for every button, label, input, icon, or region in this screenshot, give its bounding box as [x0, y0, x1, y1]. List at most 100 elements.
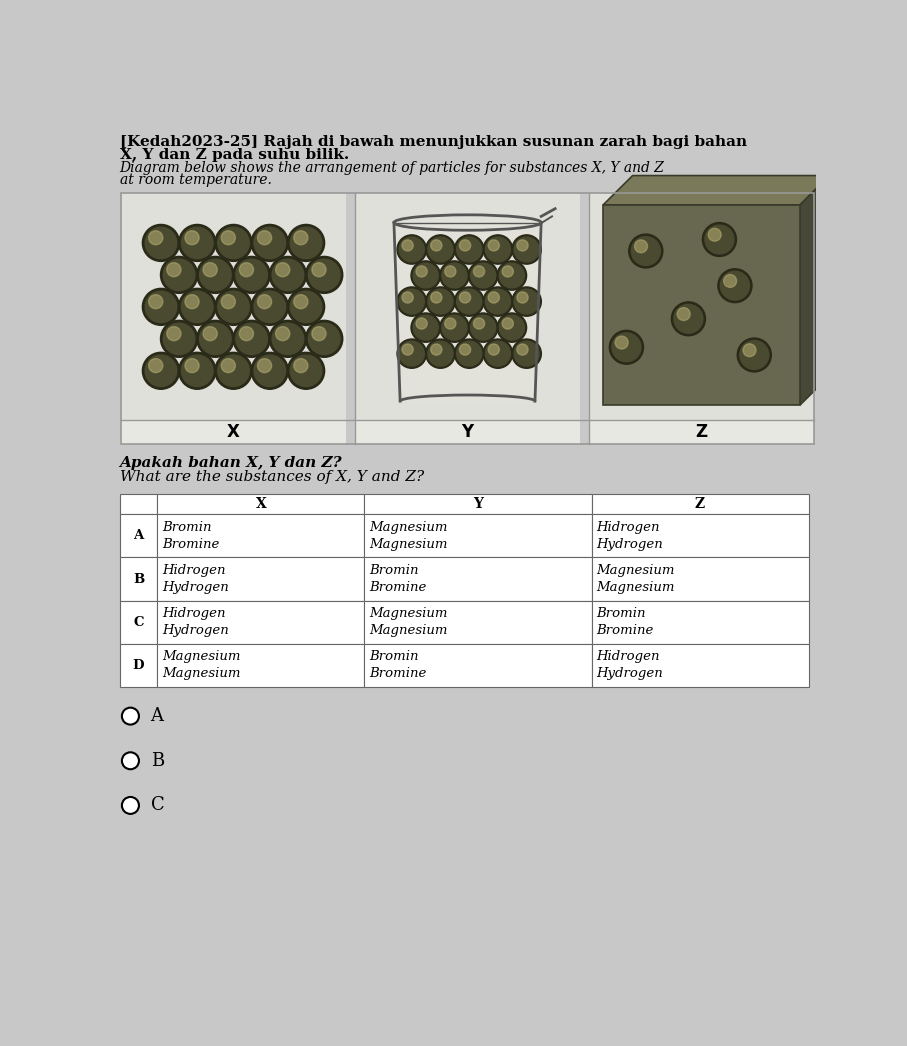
Text: Bromin
Bromine: Bromin Bromine: [596, 607, 654, 637]
Circle shape: [428, 237, 453, 262]
Circle shape: [276, 326, 289, 341]
Circle shape: [221, 359, 235, 372]
Circle shape: [308, 259, 340, 291]
Circle shape: [517, 240, 528, 251]
Text: A: A: [151, 707, 163, 725]
Bar: [122, 194, 346, 420]
Circle shape: [215, 225, 252, 262]
Polygon shape: [394, 221, 541, 402]
Circle shape: [276, 263, 289, 277]
Circle shape: [294, 295, 307, 309]
Bar: [158, 515, 365, 558]
Circle shape: [497, 260, 527, 290]
Text: Apakah bahan X, Y dan Z?: Apakah bahan X, Y dan Z?: [120, 456, 342, 470]
Circle shape: [269, 320, 307, 358]
Text: Hidrogen
Hydrogen: Hidrogen Hydrogen: [596, 521, 663, 551]
Circle shape: [416, 266, 427, 277]
Bar: [591, 515, 808, 558]
Circle shape: [312, 326, 326, 341]
Circle shape: [442, 264, 467, 288]
Circle shape: [218, 227, 249, 258]
Circle shape: [145, 291, 177, 322]
Circle shape: [425, 235, 455, 265]
Polygon shape: [603, 205, 800, 405]
Circle shape: [163, 259, 195, 291]
Text: Magnesium
Magnesium: Magnesium Magnesium: [369, 607, 447, 637]
Circle shape: [258, 359, 271, 372]
Text: B: B: [151, 752, 164, 770]
Circle shape: [514, 341, 539, 366]
Circle shape: [629, 234, 663, 268]
Circle shape: [454, 235, 484, 265]
Circle shape: [514, 237, 539, 262]
Circle shape: [215, 289, 252, 325]
Circle shape: [251, 353, 288, 389]
Circle shape: [460, 292, 471, 303]
Text: Magnesium
Magnesium: Magnesium Magnesium: [369, 521, 447, 551]
Circle shape: [239, 263, 253, 277]
Bar: [120, 515, 158, 558]
Circle shape: [411, 260, 441, 290]
Circle shape: [428, 341, 453, 366]
Bar: [591, 495, 808, 515]
Circle shape: [512, 339, 541, 368]
Bar: [365, 558, 591, 600]
Circle shape: [635, 240, 648, 253]
Circle shape: [254, 227, 286, 258]
Text: Hidrogen
Hydrogen: Hidrogen Hydrogen: [162, 607, 229, 637]
Circle shape: [290, 355, 322, 387]
Circle shape: [272, 323, 304, 355]
Circle shape: [485, 289, 511, 314]
Circle shape: [142, 289, 180, 325]
Circle shape: [142, 353, 180, 389]
Circle shape: [122, 708, 139, 725]
Text: Hidrogen
Hydrogen: Hidrogen Hydrogen: [162, 564, 229, 594]
Circle shape: [708, 228, 721, 242]
Circle shape: [181, 227, 213, 258]
Circle shape: [512, 287, 541, 316]
Circle shape: [402, 292, 414, 303]
Bar: [356, 194, 580, 420]
Circle shape: [233, 256, 270, 293]
Bar: [590, 194, 814, 420]
Text: B: B: [133, 572, 144, 586]
Circle shape: [290, 291, 322, 322]
Bar: [120, 558, 158, 600]
Text: Y: Y: [462, 423, 473, 441]
Circle shape: [399, 289, 424, 314]
Circle shape: [221, 295, 235, 309]
Text: A: A: [133, 529, 143, 543]
Circle shape: [290, 227, 322, 258]
Text: X, Y dan Z pada suhu bilik.: X, Y dan Z pada suhu bilik.: [120, 147, 349, 162]
Bar: [591, 558, 808, 600]
Circle shape: [488, 292, 500, 303]
Circle shape: [444, 318, 456, 329]
Circle shape: [456, 237, 482, 262]
Circle shape: [483, 287, 512, 316]
Circle shape: [197, 320, 234, 358]
Circle shape: [414, 315, 438, 340]
Bar: [120, 643, 158, 687]
Circle shape: [218, 291, 249, 322]
Circle shape: [251, 225, 288, 262]
Circle shape: [294, 359, 307, 372]
Circle shape: [468, 260, 498, 290]
Polygon shape: [800, 176, 830, 405]
Circle shape: [288, 225, 325, 262]
Text: X: X: [227, 423, 240, 441]
Circle shape: [221, 231, 235, 245]
Bar: [120, 600, 158, 643]
Circle shape: [215, 353, 252, 389]
Text: X: X: [256, 497, 266, 511]
Circle shape: [185, 359, 200, 372]
Circle shape: [440, 260, 469, 290]
Circle shape: [258, 295, 271, 309]
Circle shape: [671, 302, 706, 336]
Circle shape: [411, 313, 441, 342]
Bar: [365, 643, 591, 687]
Bar: [158, 558, 365, 600]
Circle shape: [431, 240, 442, 251]
Bar: [158, 495, 365, 515]
Circle shape: [397, 287, 426, 316]
Circle shape: [218, 355, 249, 387]
